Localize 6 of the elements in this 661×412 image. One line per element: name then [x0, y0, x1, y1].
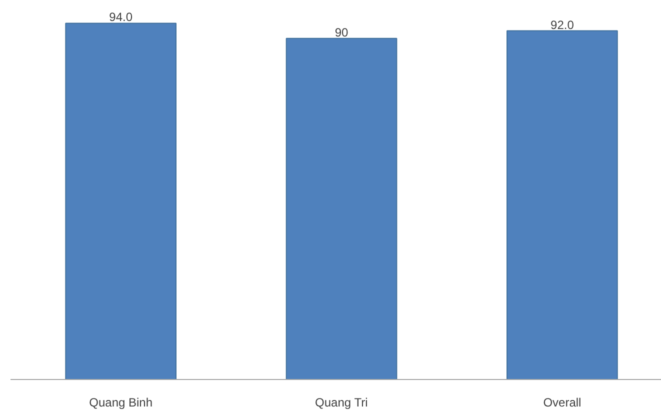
- data-label: 94.0: [109, 10, 133, 24]
- data-label: 92.0: [550, 18, 574, 32]
- x-tick-label: Quang Tri: [315, 396, 368, 410]
- x-tick-label: Quang Binh: [89, 396, 153, 410]
- data-label: 90: [334, 25, 349, 40]
- x-tick-label: Overall: [543, 396, 582, 410]
